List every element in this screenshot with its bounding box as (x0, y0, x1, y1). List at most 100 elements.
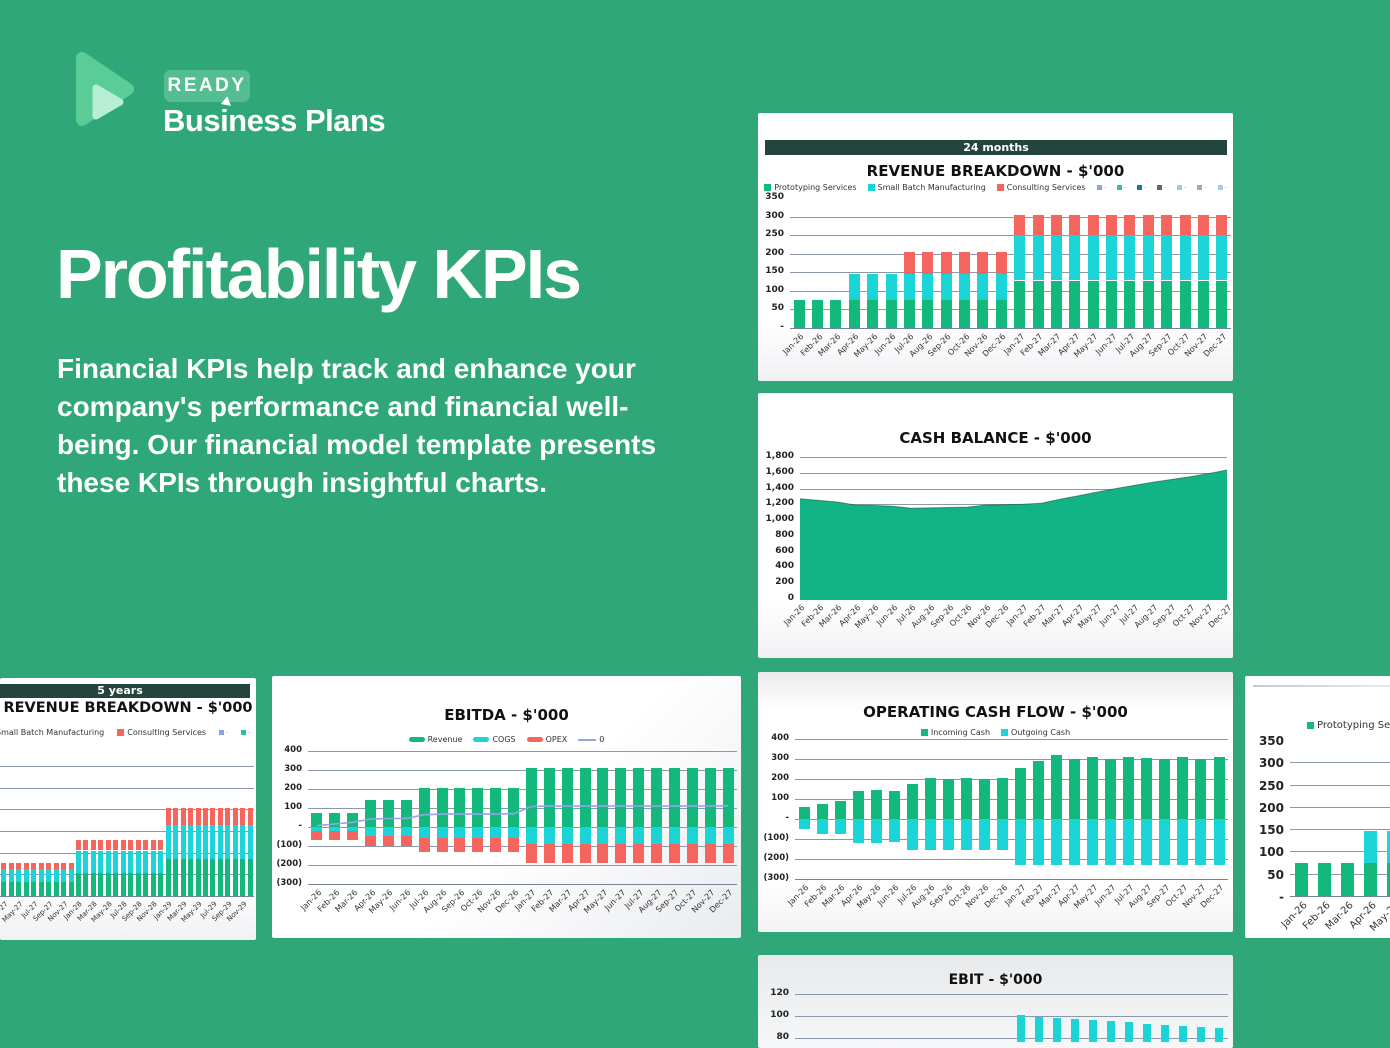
bar-segment (834, 819, 846, 834)
bar-segment (867, 274, 879, 301)
legend-label: - (226, 729, 229, 736)
bar-segment (798, 807, 810, 819)
bar-segment (217, 859, 223, 896)
bar-segment (1295, 862, 1308, 896)
bar-segment (1213, 819, 1225, 865)
bar-segment (1033, 761, 1045, 819)
bar-segment (23, 882, 29, 896)
gridline (790, 235, 1231, 237)
bar-segment (150, 872, 156, 896)
chart-plot: -50 100 150 200 250 300 350 Jan-26 Feb-26 Mar-26 A… (1259, 734, 1390, 934)
chart-plot: -20040060080010001200Mar-27May-27Jul-27S… (0, 766, 254, 924)
bar-segment (615, 768, 627, 827)
bar-segment (195, 808, 201, 825)
y-axis-label: (200) (276, 859, 302, 869)
y-axis-label: 100 (1258, 845, 1284, 860)
bar-segment (436, 827, 448, 839)
gridline (790, 290, 1231, 292)
legend-swatch-icon (920, 729, 928, 736)
legend-label: - (1123, 184, 1126, 191)
bar-segment (329, 812, 341, 828)
gridline (795, 879, 1228, 880)
bar-segment (120, 850, 126, 873)
bar-segment (418, 838, 430, 853)
bar-segment (135, 850, 141, 873)
bar-segment (888, 819, 900, 842)
bar-segment (615, 827, 627, 845)
y-axis-label: (100) (276, 840, 302, 850)
bar-segment (217, 824, 223, 860)
legend-item: Prototyping Services (1307, 720, 1390, 731)
bar-segment (173, 808, 179, 825)
legend-label: Incoming Cash (930, 728, 991, 737)
bar-segment (633, 844, 645, 864)
bar-segment (1387, 862, 1390, 896)
bar-segment (1196, 1026, 1205, 1042)
legend-swatch-icon (241, 730, 247, 735)
bar-segment (1087, 235, 1099, 281)
bar-segment (852, 819, 864, 843)
bar-segment (1387, 831, 1390, 863)
bar-segment (1213, 757, 1225, 819)
bar-segment (852, 791, 864, 819)
bar-segment (1087, 819, 1099, 865)
bar-segment (1216, 235, 1228, 281)
bar-segment (686, 844, 698, 864)
bar-segment (128, 850, 134, 873)
bar-segment (816, 819, 828, 834)
bar-segment (418, 827, 430, 839)
bar-segment (704, 827, 716, 845)
gridline (790, 253, 1231, 255)
legend-swatch-icon (867, 184, 875, 191)
gridline (0, 787, 254, 789)
bar-segment (848, 274, 860, 301)
bar-segment (202, 808, 208, 825)
bar-segment (1124, 280, 1136, 328)
bar-segment (525, 768, 537, 827)
bar-segment (150, 850, 156, 873)
y-axis-label: - (785, 813, 789, 823)
gridline (795, 859, 1228, 860)
bar-segment (311, 827, 323, 831)
gridline (308, 770, 737, 771)
bar-segment (1124, 235, 1136, 281)
gridline (790, 309, 1231, 311)
bar-segment (942, 819, 954, 850)
bar-segment (165, 859, 171, 896)
bar-segment (90, 840, 96, 851)
y-axis-label: 200 (771, 773, 789, 783)
bar-segment (75, 850, 81, 873)
bar-segment (1015, 819, 1026, 865)
legend-item: Consulting Services (117, 728, 206, 737)
chart-title: REVENUE BREAKDOWN - $'000 (3, 700, 253, 716)
gridline (1290, 873, 1390, 875)
bar-segment (977, 251, 989, 275)
bar-segment (579, 844, 591, 864)
y-axis-label: (200) (763, 853, 789, 863)
bar-segment (922, 300, 934, 328)
legend-label: Consulting Services (127, 728, 207, 737)
bar-segment (906, 784, 918, 819)
bar-segment (848, 300, 860, 328)
y-axis-label: 350 (1258, 734, 1284, 748)
bar-segment (997, 778, 1008, 819)
legend-line-swatch-icon (578, 738, 597, 741)
ebitda-chart-card: EBITDA - $'000 Revenue COGS OPEX 0 (300) (20… (272, 676, 741, 938)
gridline (790, 328, 1231, 329)
bar-segment (210, 859, 216, 896)
legend-swatch-icon (473, 737, 490, 742)
y-axis-label: 120 (770, 988, 789, 998)
bar-segment (454, 827, 466, 839)
legend-item: Revenue (408, 735, 462, 744)
chart-title: CASH BALANCE - $'000 (899, 429, 1092, 447)
bar-segment (180, 824, 186, 860)
legend-item-truncated: - (241, 729, 250, 736)
bar-segment (1216, 280, 1228, 328)
revenue-breakdown-24m-chart-card: 24 months REVENUE BREAKDOWN - $'000 Prot… (758, 113, 1233, 381)
y-axis-label: (300) (763, 873, 789, 883)
bar-segment (1106, 1021, 1115, 1042)
bar-segment (1216, 214, 1228, 236)
bar-segment (1051, 755, 1063, 819)
gridline (795, 739, 1228, 740)
bar-segment (903, 274, 915, 301)
